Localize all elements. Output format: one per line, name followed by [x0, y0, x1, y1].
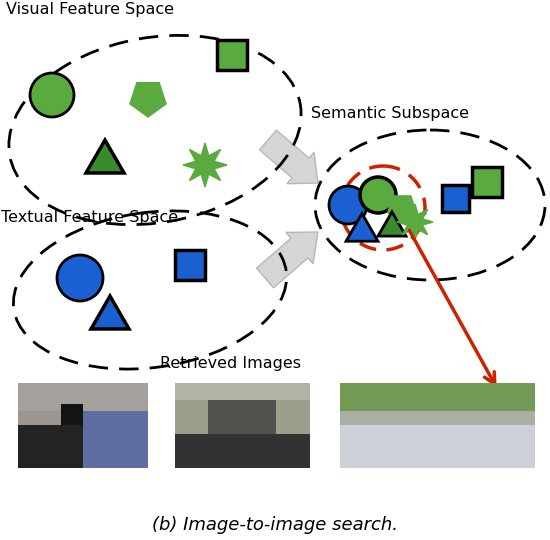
- Text: Semantic Subspace: Semantic Subspace: [311, 106, 469, 121]
- Polygon shape: [130, 83, 166, 117]
- Circle shape: [30, 73, 74, 117]
- Polygon shape: [86, 140, 124, 173]
- Text: Visual Feature Space: Visual Feature Space: [6, 2, 174, 17]
- Polygon shape: [346, 213, 378, 241]
- Circle shape: [329, 186, 367, 224]
- Bar: [175, 250, 205, 280]
- Polygon shape: [91, 296, 129, 329]
- Polygon shape: [397, 204, 433, 240]
- Text: Textual Feature Space: Textual Feature Space: [2, 210, 179, 225]
- Polygon shape: [183, 143, 227, 187]
- Bar: [217, 40, 247, 70]
- Text: (b) Image-to-image search.: (b) Image-to-image search.: [152, 516, 398, 534]
- Circle shape: [360, 177, 396, 213]
- Text: Retrieved Images: Retrieved Images: [160, 356, 300, 371]
- Circle shape: [57, 255, 103, 301]
- Polygon shape: [378, 212, 406, 236]
- Bar: [472, 167, 502, 197]
- Polygon shape: [256, 232, 318, 288]
- Polygon shape: [388, 196, 416, 223]
- Bar: [442, 185, 469, 212]
- Polygon shape: [260, 130, 318, 184]
